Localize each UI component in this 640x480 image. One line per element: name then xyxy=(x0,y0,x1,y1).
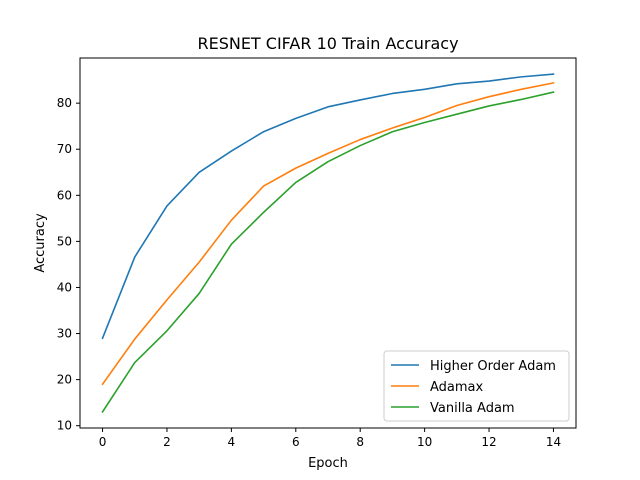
y-axis-label: Accuracy xyxy=(33,213,48,273)
x-tick-label: 10 xyxy=(417,435,432,449)
y-tick-label: 30 xyxy=(57,327,72,341)
legend: Higher Order Adam Adamax Vanilla Adam xyxy=(383,350,570,422)
x-tick-label: 0 xyxy=(99,435,107,449)
plot-area-frame xyxy=(79,57,577,429)
y-tick-label: 10 xyxy=(57,419,72,433)
chart-title: RESNET CIFAR 10 Train Accuracy xyxy=(197,34,458,53)
series-line-0 xyxy=(101,73,555,340)
series-layer xyxy=(101,73,555,413)
x-tick-label: 8 xyxy=(356,435,364,449)
legend-label-2: Vanilla Adam xyxy=(430,401,515,416)
series-line-1 xyxy=(101,81,555,386)
y-tick-label: 70 xyxy=(57,142,72,156)
y-tick-label: 20 xyxy=(57,373,72,387)
y-tick-label: 40 xyxy=(57,280,72,294)
legend-label-1: Adamax xyxy=(430,380,484,395)
series-line-2 xyxy=(101,91,555,413)
x-tick-label: 4 xyxy=(228,435,236,449)
x-axis-label: Epoch xyxy=(308,456,348,471)
x-tick-label: 2 xyxy=(163,435,171,449)
x-tick-label: 6 xyxy=(292,435,300,449)
y-axis: 10 20 30 40 50 60 70 80 xyxy=(57,96,80,433)
x-tick-label: 12 xyxy=(481,435,496,449)
y-tick-label: 80 xyxy=(57,96,72,110)
y-tick-label: 50 xyxy=(57,234,72,248)
y-tick-label: 60 xyxy=(57,188,72,202)
x-tick-label: 14 xyxy=(546,435,561,449)
legend-box xyxy=(383,350,570,422)
x-axis: 0 2 4 6 8 10 12 14 xyxy=(99,428,561,449)
legend-label-0: Higher Order Adam xyxy=(430,359,556,374)
